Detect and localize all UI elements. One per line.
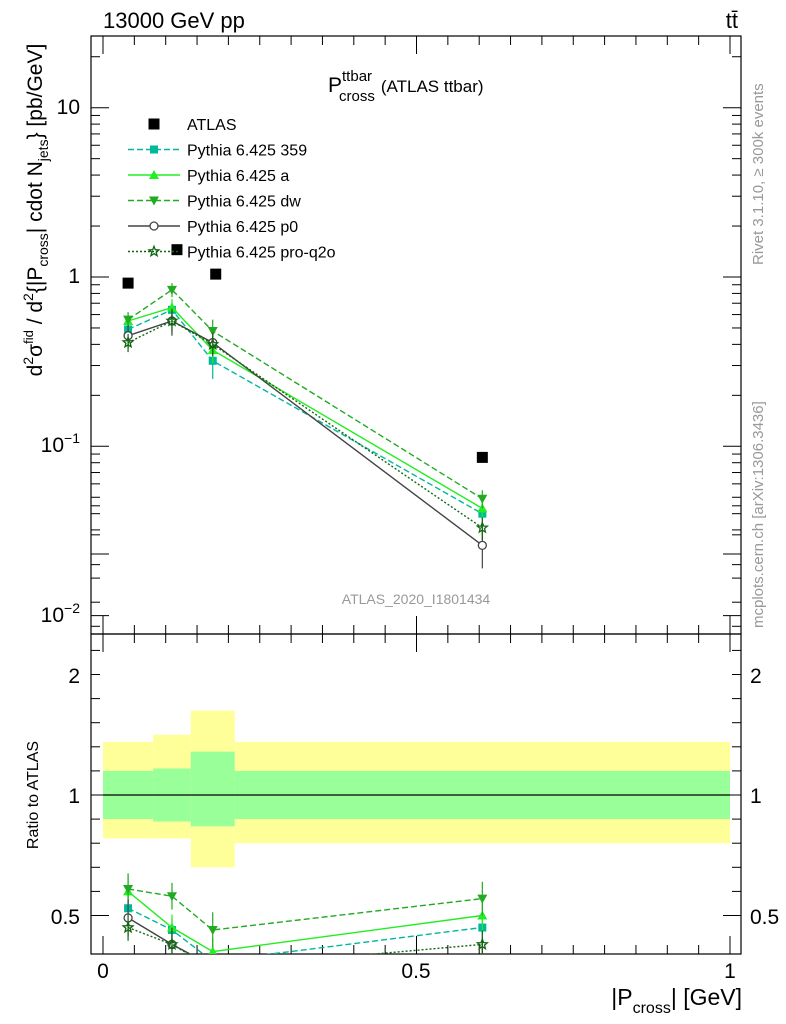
legend-marker-pythia-6-425-dw [149,196,159,206]
y-axis-label: d2σfid / d2{|Pcross| cdot Njets} [pb/GeV… [20,44,51,377]
ratio-point-pythia-6-425-359 [209,957,217,965]
atlas-data-point [476,451,488,463]
x-axis-label: |Pcross| [GeV] [611,984,742,1017]
ratio-tick-right-0.5: 0.5 [750,906,779,929]
ratio-tick-left-1: 1 [68,785,80,808]
y-tick-0.01: 10−2 [41,600,81,627]
point-pythia-6-425-p0 [477,540,487,550]
point-pythia-6-425-a [166,302,177,312]
atlas-data-point [210,268,222,280]
rivet-label: Rivet 3.1.10, ≥ 300k events [750,83,767,265]
series-line-pythia-6-425-a [127,306,483,510]
ratio-point-pythia-6-425-pro-q2o [165,937,179,951]
svg-text:d2σfid / d2{|Pcross| cdot Njet: d2σfid / d2{|Pcross| cdot Njets} [pb/GeV… [20,44,51,377]
ratio-point-pythia-6-425-p0 [209,962,217,970]
ratio-tick-labels: 2 1 0.5 2 1 0.5 [51,665,779,929]
axis-ticks [91,36,741,954]
x-tick-0: 0 [97,960,109,983]
ratio-tick-left-2: 2 [68,665,80,688]
mc-series-main [121,283,490,569]
ratio-point-pythia-6-425-dw [477,894,488,904]
point-pythia-6-425-pro-q2o [475,520,490,534]
ratio-point-pythia-6-425-a [166,922,177,932]
ratio-point-pythia-6-425-pro-q2o [208,963,218,972]
process-label: tt̄ [726,8,738,33]
x-tick-1: 1 [724,960,736,983]
ratio-point-pythia-6-425-dw [166,892,177,902]
point-pythia-6-425-dw [477,494,488,504]
ratio-point-pythia-6-425-dw [123,884,134,894]
legend-label-pythia-6-425-359: Pythia 6.425 359 [187,143,307,160]
legend-label-pythia-6-425-pro-q2o: Pythia 6.425 pro-q2o [187,245,336,262]
atlas-data-points [122,244,488,463]
legend-marker-pythia-6-425-359 [150,145,158,154]
point-pythia-6-425-dw [207,326,218,336]
x-tick-0.5: 0.5 [401,960,430,983]
point-pythia-6-425-pro-q2o [165,314,179,327]
point-pythia-6-425-dw [166,285,177,295]
legend-marker-pythia-6-425-pro-q2o [147,244,161,258]
series-line-pythia-6-425-dw [127,288,483,500]
ratio-line-pythia-6-425-359 [127,907,483,954]
legend-marker-atlas [148,118,160,130]
series-line-pythia-6-425-pro-q2o [127,320,483,529]
analysis-id: ATLAS_2020_I1801434 [342,591,491,607]
energy-label: 13000 GeV pp [103,8,245,33]
y-tick-0.1: 10−1 [41,430,81,457]
legend-label-pythia-6-425-a: Pythia 6.425 a [187,168,289,185]
series-line-pythia-6-425-p0 [127,320,483,546]
ratio-tick-right-2: 2 [750,665,762,688]
legend-label-atlas: ATLAS [187,117,237,134]
plot-title: Pttbar cross(ATLAS ttbar) [328,68,484,105]
legend: ATLAS Pythia 6.425 359 Pythia 6.425 a Pythi… [128,117,336,262]
ratio-point-pythia-6-425-dw [207,925,218,935]
ratio-point-pythia-6-425-pro-q2o [121,920,135,934]
ratio-point-pythia-6-425-pro-q2o [475,937,490,951]
legend-label-pythia-6-425-p0: Pythia 6.425 p0 [187,219,298,236]
mc-series-ratio [121,873,490,972]
point-pythia-6-425-pro-q2o [206,337,220,351]
y-tick-1: 1 [68,265,80,288]
ratio-line-pythia-6-425-p0 [127,917,192,954]
legend-label-pythia-6-425-dw: Pythia 6.425 dw [187,194,301,211]
ratio-tick-left-0.5: 0.5 [51,906,80,929]
legend-marker-pythia-6-425-a [149,170,159,179]
ratio-axis-label: Ratio to ATLAS [25,741,42,849]
atlas-data-point [122,277,134,289]
ratio-tick-right-1: 1 [750,785,762,808]
x-tick-labels: 0 0.5 1 [97,960,736,983]
ratio-line-pythia-6-425-dw [127,888,483,931]
ratio-line-pythia-6-425-a [127,890,483,953]
ratio-point-pythia-6-425-a [208,946,217,954]
mcplots-label: mcplots.cern.ch [arXiv:1306.3436] [750,401,767,628]
atlas-data-point [171,244,183,256]
y-tick-10: 10 [57,96,80,119]
point-pythia-6-425-dw [123,315,134,325]
stat-uncertainty-band [190,751,235,827]
point-pythia-6-425-pro-q2o [121,335,135,349]
legend-marker-pythia-6-425-p0 [149,221,159,231]
ratio-uncertainty-bands [103,710,731,868]
ratio-point-pythia-6-425-p0 [478,960,486,968]
